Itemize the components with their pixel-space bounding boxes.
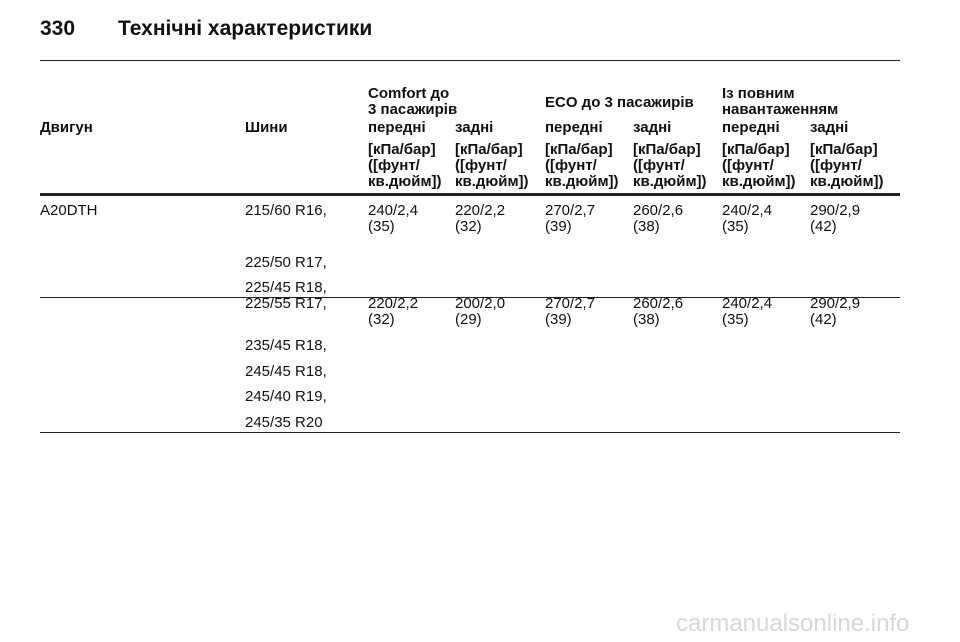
group-header: ECO до 3 пасажирів	[545, 94, 694, 111]
pressure: 260/2,6 (38)	[633, 295, 684, 328]
pressure: 240/2,4 (35)	[368, 202, 419, 235]
group-header: Із повним навантаженням	[722, 85, 839, 118]
watermark: carmanualsonline.info	[676, 610, 910, 637]
pressure: 260/2,6 (38)	[633, 202, 684, 235]
pressure: 270/2,7 (39)	[545, 295, 596, 328]
pressure: 220/2,2 (32)	[455, 202, 506, 235]
page-number: 330	[40, 17, 76, 40]
tyre-size: 225/45 R18,	[245, 279, 327, 296]
unit-header: [кПа/бар] ([фунт/ кв.дюйм])	[810, 141, 884, 190]
pressure: 220/2,2 (32)	[368, 295, 419, 328]
unit-header: [кПа/бар] ([фунт/ кв.дюйм])	[633, 141, 707, 190]
unit-header: [кПа/бар] ([фунт/ кв.дюйм])	[455, 141, 529, 190]
rule	[40, 193, 900, 196]
column-header: задні	[633, 119, 672, 136]
pressure: 240/2,4 (35)	[722, 295, 773, 328]
rule	[40, 297, 900, 298]
pressure: 240/2,4 (35)	[722, 202, 773, 235]
column-header: передні	[368, 119, 426, 136]
pressure: 200/2,0 (29)	[455, 295, 506, 328]
pressure: 290/2,9 (42)	[810, 295, 861, 328]
tyre-size: 235/45 R18,	[245, 337, 327, 354]
pressure: 270/2,7 (39)	[545, 202, 596, 235]
tyre-size: 225/50 R17,	[245, 254, 327, 271]
pressure: 290/2,9 (42)	[810, 202, 861, 235]
unit-header: [кПа/бар] ([фунт/ кв.дюйм])	[722, 141, 796, 190]
tyre-size: 215/60 R16,	[245, 202, 327, 219]
page-title: Технічні характеристики	[118, 17, 373, 40]
tyre-size: 245/35 R20	[245, 414, 323, 431]
column-header: Шини	[245, 119, 288, 136]
column-header: задні	[810, 119, 849, 136]
column-header: передні	[545, 119, 603, 136]
rule	[40, 60, 900, 61]
unit-header: [кПа/бар] ([фунт/ кв.дюйм])	[545, 141, 619, 190]
engine: A20DTH	[40, 202, 98, 219]
tyre-size: 245/45 R18,	[245, 363, 327, 380]
unit-header: [кПа/бар] ([фунт/ кв.дюйм])	[368, 141, 442, 190]
tyre-size: 225/55 R17,	[245, 295, 327, 312]
column-header: передні	[722, 119, 780, 136]
column-header: Двигун	[40, 119, 93, 136]
group-header: Comfort до 3 пасажирів	[368, 85, 458, 118]
column-header: задні	[455, 119, 494, 136]
rule	[40, 432, 900, 433]
tyre-size: 245/40 R19,	[245, 388, 327, 405]
